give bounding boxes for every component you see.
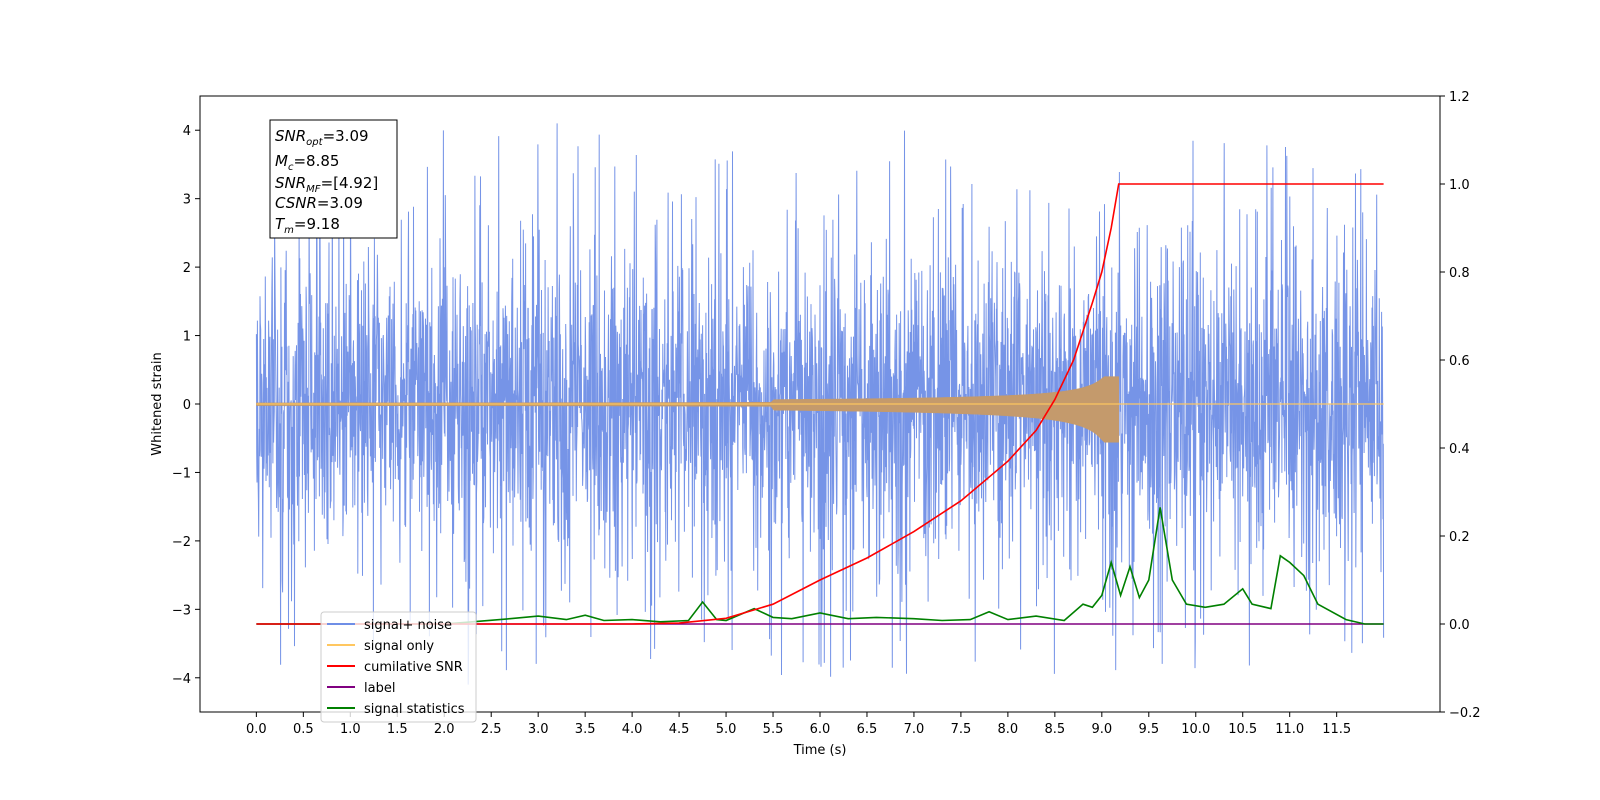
annotation-line: SNRMF=[4.92] — [275, 174, 378, 195]
y-tick-label: −1 — [172, 466, 191, 481]
y-tick-label: −4 — [172, 672, 191, 687]
x-axis-label: Time (s) — [793, 743, 847, 758]
right-y-tick-label: 0.0 — [1449, 618, 1470, 633]
y-tick-label: 2 — [183, 261, 191, 276]
y-tick-label: −3 — [172, 603, 191, 618]
x-tick-label: 5.0 — [716, 722, 737, 737]
x-tick-label: 7.5 — [951, 722, 972, 737]
annotation-box: SNRopt=3.09 Mc=8.85 SNRMF=[4.92] CSNR=3.… — [269, 119, 398, 239]
y-tick-label: 0 — [183, 398, 191, 413]
x-tick-label: 11.0 — [1275, 722, 1304, 737]
x-tick-label: 8.5 — [1045, 722, 1066, 737]
signal-only-envelope — [256, 376, 1119, 443]
right-y-tick-label: −0.2 — [1449, 706, 1481, 721]
x-tick-label: 10.5 — [1228, 722, 1257, 737]
y-tick-label: 4 — [183, 124, 191, 139]
x-tick-label: 3.0 — [528, 722, 549, 737]
legend-label: cumilative SNR — [364, 660, 463, 675]
cumilative-SNR-line — [256, 183, 1384, 625]
signal-trace-layer — [256, 376, 1384, 443]
x-tick-label: 1.0 — [340, 722, 361, 737]
x-tick-label: 7.0 — [904, 722, 925, 737]
y-axis-ticks: −4 −3 −2 −1 0 1 2 3 4 — [172, 124, 200, 687]
x-tick-label: 0.5 — [293, 722, 314, 737]
right-y-tick-label: 1.0 — [1449, 178, 1470, 193]
legend: signal+ noise signal only cumilative SNR… — [320, 611, 477, 723]
annotation-line: Tm=9.18 — [275, 215, 340, 236]
x-tick-label: 6.0 — [810, 722, 831, 737]
x-tick-label: 3.5 — [575, 722, 596, 737]
x-tick-label: 2.0 — [434, 722, 455, 737]
noise-trace-layer — [255, 123, 1385, 685]
x-axis-ticks: 0.0 0.5 1.0 1.5 2.0 2.5 3.0 3.5 4.0 4.5 5.0 5.5 6.0 6… — [246, 712, 1351, 737]
x-tick-label: 10.0 — [1181, 722, 1210, 737]
x-tick-label: 0.0 — [246, 722, 267, 737]
x-tick-label: 11.5 — [1322, 722, 1351, 737]
right-y-tick-label: 0.6 — [1449, 354, 1470, 369]
annotation-line: SNRopt=3.09 — [275, 127, 369, 148]
x-tick-label: 9.0 — [1091, 722, 1112, 737]
right-y-tick-label: 0.2 — [1449, 530, 1470, 545]
right-y-tick-label: 0.4 — [1449, 442, 1470, 457]
y-tick-label: 1 — [183, 330, 191, 345]
y-tick-label: 3 — [183, 193, 191, 208]
legend-label: signal+ noise — [364, 618, 452, 633]
right-y-tick-label: 1.2 — [1449, 90, 1470, 105]
legend-label: signal only — [364, 639, 434, 654]
legend-label: signal statistics — [364, 702, 465, 717]
x-tick-label: 4.5 — [669, 722, 690, 737]
y-tick-label: −2 — [172, 535, 191, 550]
x-tick-label: 2.5 — [481, 722, 502, 737]
legend-label: label — [364, 681, 395, 696]
right-y-tick-label: 0.8 — [1449, 266, 1470, 281]
x-tick-label: 4.0 — [622, 722, 643, 737]
x-tick-label: 9.5 — [1138, 722, 1159, 737]
x-tick-label: 5.5 — [763, 722, 784, 737]
annotation-line: CSNR=3.09 — [275, 194, 363, 212]
y-axis-label: Whitened strain — [150, 352, 165, 455]
annotation-line: Mc=8.85 — [275, 152, 339, 173]
x-tick-label: 8.0 — [998, 722, 1019, 737]
x-tick-label: 1.5 — [387, 722, 408, 737]
right-y-axis-ticks: −0.2 0.0 0.2 0.4 0.6 0.8 1.0 1.2 — [1440, 90, 1481, 721]
signal-statistics-line — [256, 507, 1384, 625]
x-tick-label: 6.5 — [857, 722, 878, 737]
signal-plus-noise-trace — [255, 123, 1385, 685]
